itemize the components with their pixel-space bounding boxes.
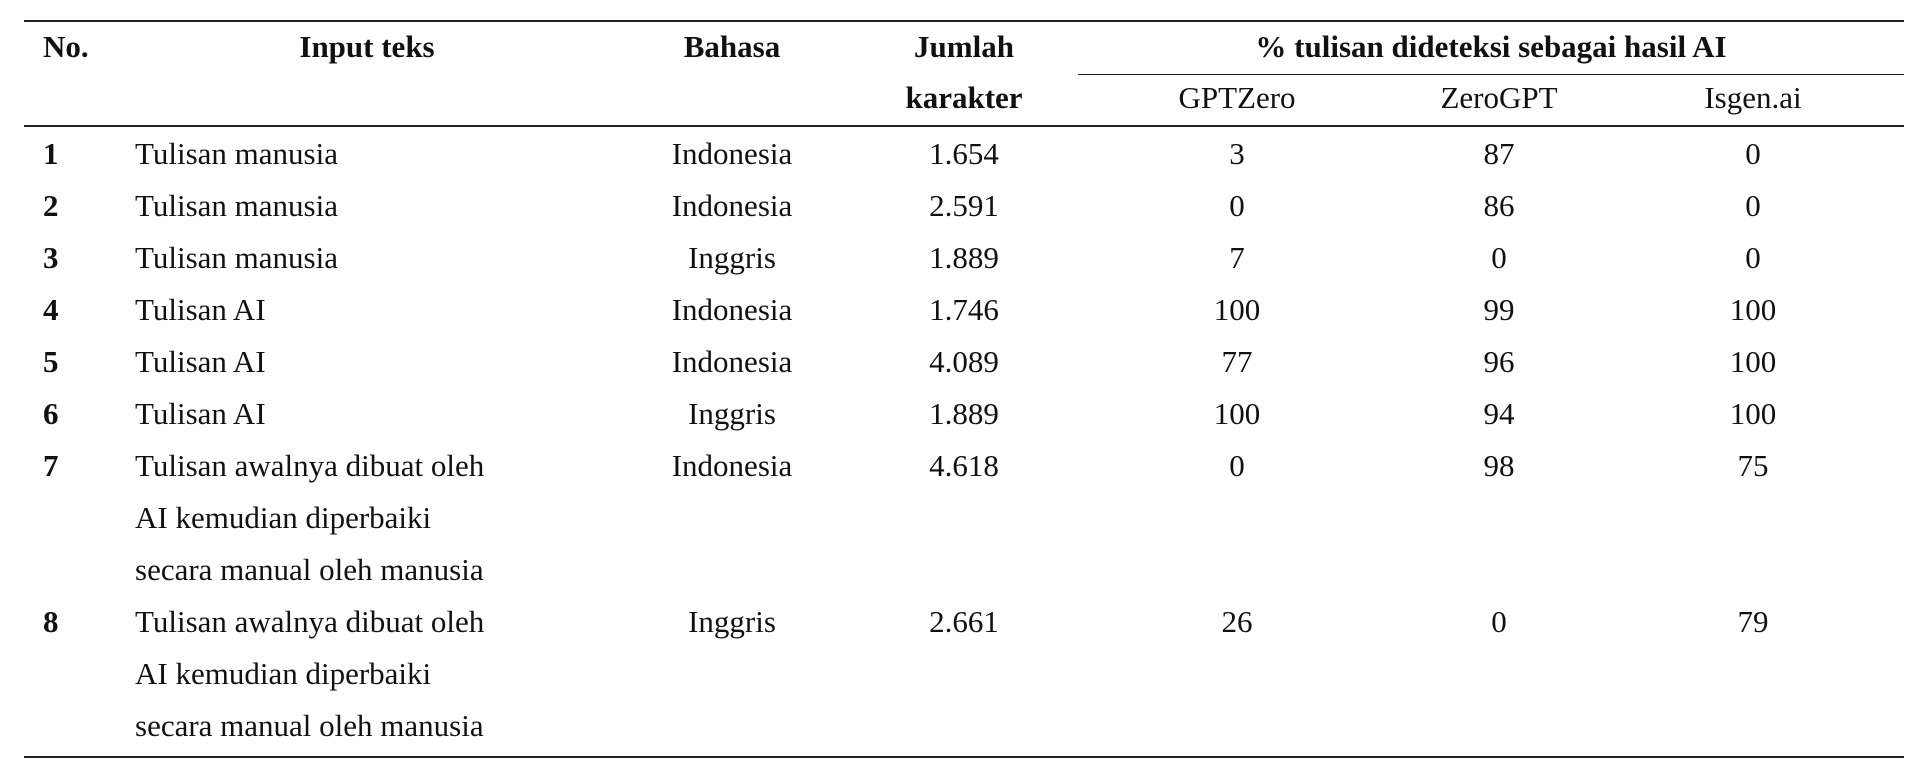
score: 98 <box>1483 448 1515 483</box>
input-text: secara manual oleh manusia <box>135 552 484 587</box>
score: 87 <box>1483 136 1515 171</box>
row-number: 5 <box>43 344 59 379</box>
input-text: Tulisan AI <box>135 396 266 431</box>
language: Indonesia <box>671 344 793 379</box>
char-count: 4.089 <box>929 344 999 379</box>
language: Indonesia <box>671 448 793 483</box>
language: Inggris <box>688 604 776 639</box>
score: 0 <box>1745 136 1761 171</box>
language: Inggris <box>688 396 776 431</box>
language: Indonesia <box>671 136 793 171</box>
char-count: 2.591 <box>929 188 999 223</box>
input-text: AI kemudian diperbaiki <box>135 500 432 535</box>
char-count: 2.661 <box>929 604 999 639</box>
row-number: 8 <box>43 604 59 639</box>
score: 100 <box>1213 396 1261 431</box>
row-number: 3 <box>43 240 59 275</box>
input-text: Tulisan manusia <box>135 136 338 171</box>
score: 75 <box>1737 448 1769 483</box>
header-rule <box>24 125 1904 127</box>
header-group: % tulisan dideteksi sebagai hasil AI <box>1255 29 1727 64</box>
input-text: secara manual oleh manusia <box>135 708 484 743</box>
score: 0 <box>1745 240 1761 275</box>
char-count: 1.654 <box>929 136 999 171</box>
score: 94 <box>1483 396 1515 431</box>
top-rule <box>24 20 1904 22</box>
score: 100 <box>1729 396 1777 431</box>
bottom-rule <box>24 756 1904 758</box>
score: 0 <box>1745 188 1761 223</box>
score: 99 <box>1483 292 1515 327</box>
input-text: Tulisan manusia <box>135 240 338 275</box>
group-rule <box>1078 74 1904 75</box>
score: 79 <box>1737 604 1769 639</box>
header-no: No. <box>43 29 89 64</box>
score: 0 <box>1491 604 1507 639</box>
input-text: AI kemudian diperbaiki <box>135 656 432 691</box>
score: 7 <box>1229 240 1245 275</box>
char-count: 1.889 <box>929 240 999 275</box>
header-tool: Isgen.ai <box>1704 80 1802 115</box>
char-count: 4.618 <box>929 448 999 483</box>
header-language: Bahasa <box>683 29 781 64</box>
score: 0 <box>1229 448 1245 483</box>
score: 86 <box>1483 188 1515 223</box>
score: 100 <box>1729 292 1777 327</box>
header-chars: karakter <box>905 80 1023 115</box>
row-number: 7 <box>43 448 59 483</box>
score: 100 <box>1729 344 1777 379</box>
language: Inggris <box>688 240 776 275</box>
header-tool: ZeroGPT <box>1440 80 1558 115</box>
row-number: 6 <box>43 396 59 431</box>
row-number: 1 <box>43 136 59 171</box>
header-tool: GPTZero <box>1178 80 1296 115</box>
row-number: 4 <box>43 292 59 327</box>
score: 26 <box>1221 604 1253 639</box>
input-text: Tulisan awalnya dibuat oleh <box>135 448 485 483</box>
input-text: Tulisan awalnya dibuat oleh <box>135 604 485 639</box>
score: 0 <box>1491 240 1507 275</box>
score: 3 <box>1229 136 1245 171</box>
header-input: Input teks <box>299 29 435 64</box>
score: 96 <box>1483 344 1515 379</box>
row-number: 2 <box>43 188 59 223</box>
language: Indonesia <box>671 188 793 223</box>
score: 0 <box>1229 188 1245 223</box>
score: 77 <box>1221 344 1253 379</box>
input-text: Tulisan manusia <box>135 188 338 223</box>
input-text: Tulisan AI <box>135 292 266 327</box>
score: 100 <box>1213 292 1261 327</box>
language: Indonesia <box>671 292 793 327</box>
char-count: 1.889 <box>929 396 999 431</box>
char-count: 1.746 <box>929 292 999 327</box>
input-text: Tulisan AI <box>135 344 266 379</box>
header-chars: Jumlah <box>914 29 1014 64</box>
